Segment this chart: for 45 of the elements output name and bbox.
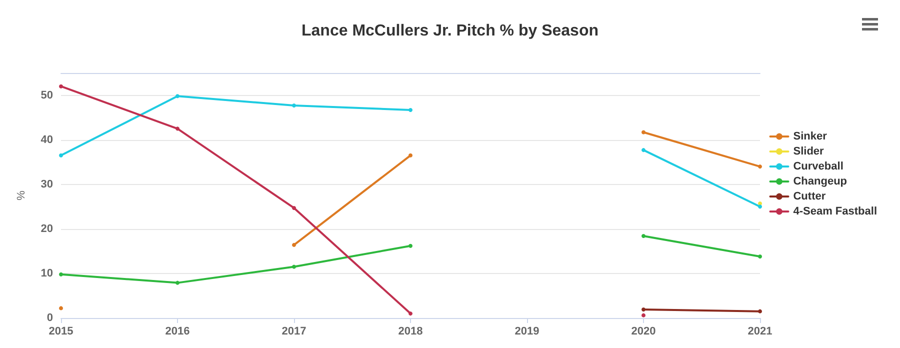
legend-label: Changeup bbox=[793, 176, 848, 188]
point bbox=[292, 264, 296, 269]
x-tick-label: 2015 bbox=[48, 326, 74, 338]
y-tick-label: 40 bbox=[40, 134, 53, 146]
point bbox=[642, 148, 646, 152]
y-tick-label: 0 bbox=[46, 312, 53, 324]
y-tick-label: 30 bbox=[40, 178, 53, 190]
x-tick-label: 2018 bbox=[398, 326, 423, 338]
x-tick-label: 2017 bbox=[282, 326, 306, 338]
point bbox=[59, 153, 63, 158]
point bbox=[59, 272, 63, 276]
point bbox=[758, 204, 762, 209]
point bbox=[176, 126, 180, 131]
point bbox=[408, 108, 412, 112]
point bbox=[758, 164, 762, 169]
x-tick-label: 2021 bbox=[748, 326, 772, 338]
point bbox=[59, 84, 63, 88]
x-tick-label: 2020 bbox=[631, 326, 656, 338]
point bbox=[642, 234, 646, 238]
point bbox=[758, 254, 762, 259]
point bbox=[292, 104, 296, 108]
point bbox=[176, 94, 180, 98]
chart-title: Lance McCullers Jr. Pitch % by Season bbox=[302, 22, 598, 40]
y-tick-label: 50 bbox=[40, 89, 53, 102]
point bbox=[292, 242, 296, 247]
legend-label: Cutter bbox=[793, 190, 826, 202]
point bbox=[642, 313, 646, 318]
point bbox=[59, 306, 63, 310]
legend-label: Curveball bbox=[793, 160, 844, 172]
y-axis-title: % bbox=[16, 190, 28, 200]
legend-label: Slider bbox=[793, 146, 825, 158]
point bbox=[758, 309, 762, 314]
point bbox=[176, 280, 180, 285]
point bbox=[408, 244, 412, 248]
legend-label: Sinker bbox=[793, 130, 828, 142]
point bbox=[292, 206, 296, 210]
x-tick-label: 2019 bbox=[514, 326, 540, 338]
y-tick-label: 10 bbox=[40, 267, 53, 280]
point bbox=[408, 312, 412, 316]
point bbox=[642, 308, 646, 312]
y-tick-label: 20 bbox=[40, 222, 53, 235]
x-tick-label: 2016 bbox=[165, 326, 190, 338]
point bbox=[408, 153, 412, 158]
legend-label: 4-Seam Fastball bbox=[793, 206, 878, 218]
point bbox=[642, 130, 646, 134]
